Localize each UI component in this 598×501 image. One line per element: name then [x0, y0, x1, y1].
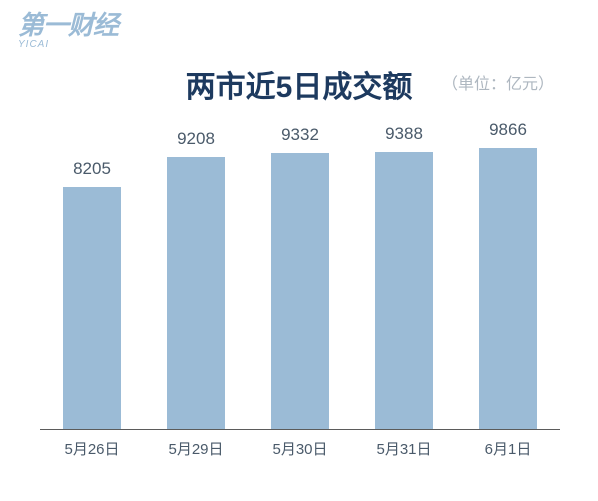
x-axis-label: 5月26日 [40, 438, 144, 459]
bar [63, 187, 121, 429]
bar [375, 152, 433, 429]
bar-slot: 9388 [352, 120, 456, 429]
x-axis-labels: 5月26日5月29日5月30日5月31日6月1日 [40, 438, 560, 459]
chart-unit-label: （单位：亿元） [442, 70, 554, 94]
bar-slot: 9866 [456, 120, 560, 429]
bar-slot: 8205 [40, 120, 144, 429]
bar-slot: 9208 [144, 120, 248, 429]
bar [167, 157, 225, 429]
x-axis-label: 5月30日 [248, 438, 352, 459]
x-axis-label: 5月29日 [144, 438, 248, 459]
bar [479, 148, 537, 429]
x-axis-label: 6月1日 [456, 438, 560, 459]
bar-value-label: 9332 [281, 125, 319, 145]
x-axis-label: 5月31日 [352, 438, 456, 459]
bar-value-label: 8205 [73, 159, 111, 179]
bar-chart: 8205 9208 9332 9388 9866 [40, 120, 560, 430]
bar-value-label: 9208 [177, 129, 215, 149]
logo-main: 第一财经 [18, 12, 118, 38]
logo: 第一财经 YICAI [18, 12, 118, 50]
bar-slot: 9332 [248, 120, 352, 429]
bar-value-label: 9388 [385, 124, 423, 144]
logo-sub: YICAI [18, 40, 49, 50]
chart-title: 两市近5日成交额 [186, 62, 413, 106]
bar-value-label: 9866 [489, 120, 527, 140]
bar [271, 153, 329, 429]
